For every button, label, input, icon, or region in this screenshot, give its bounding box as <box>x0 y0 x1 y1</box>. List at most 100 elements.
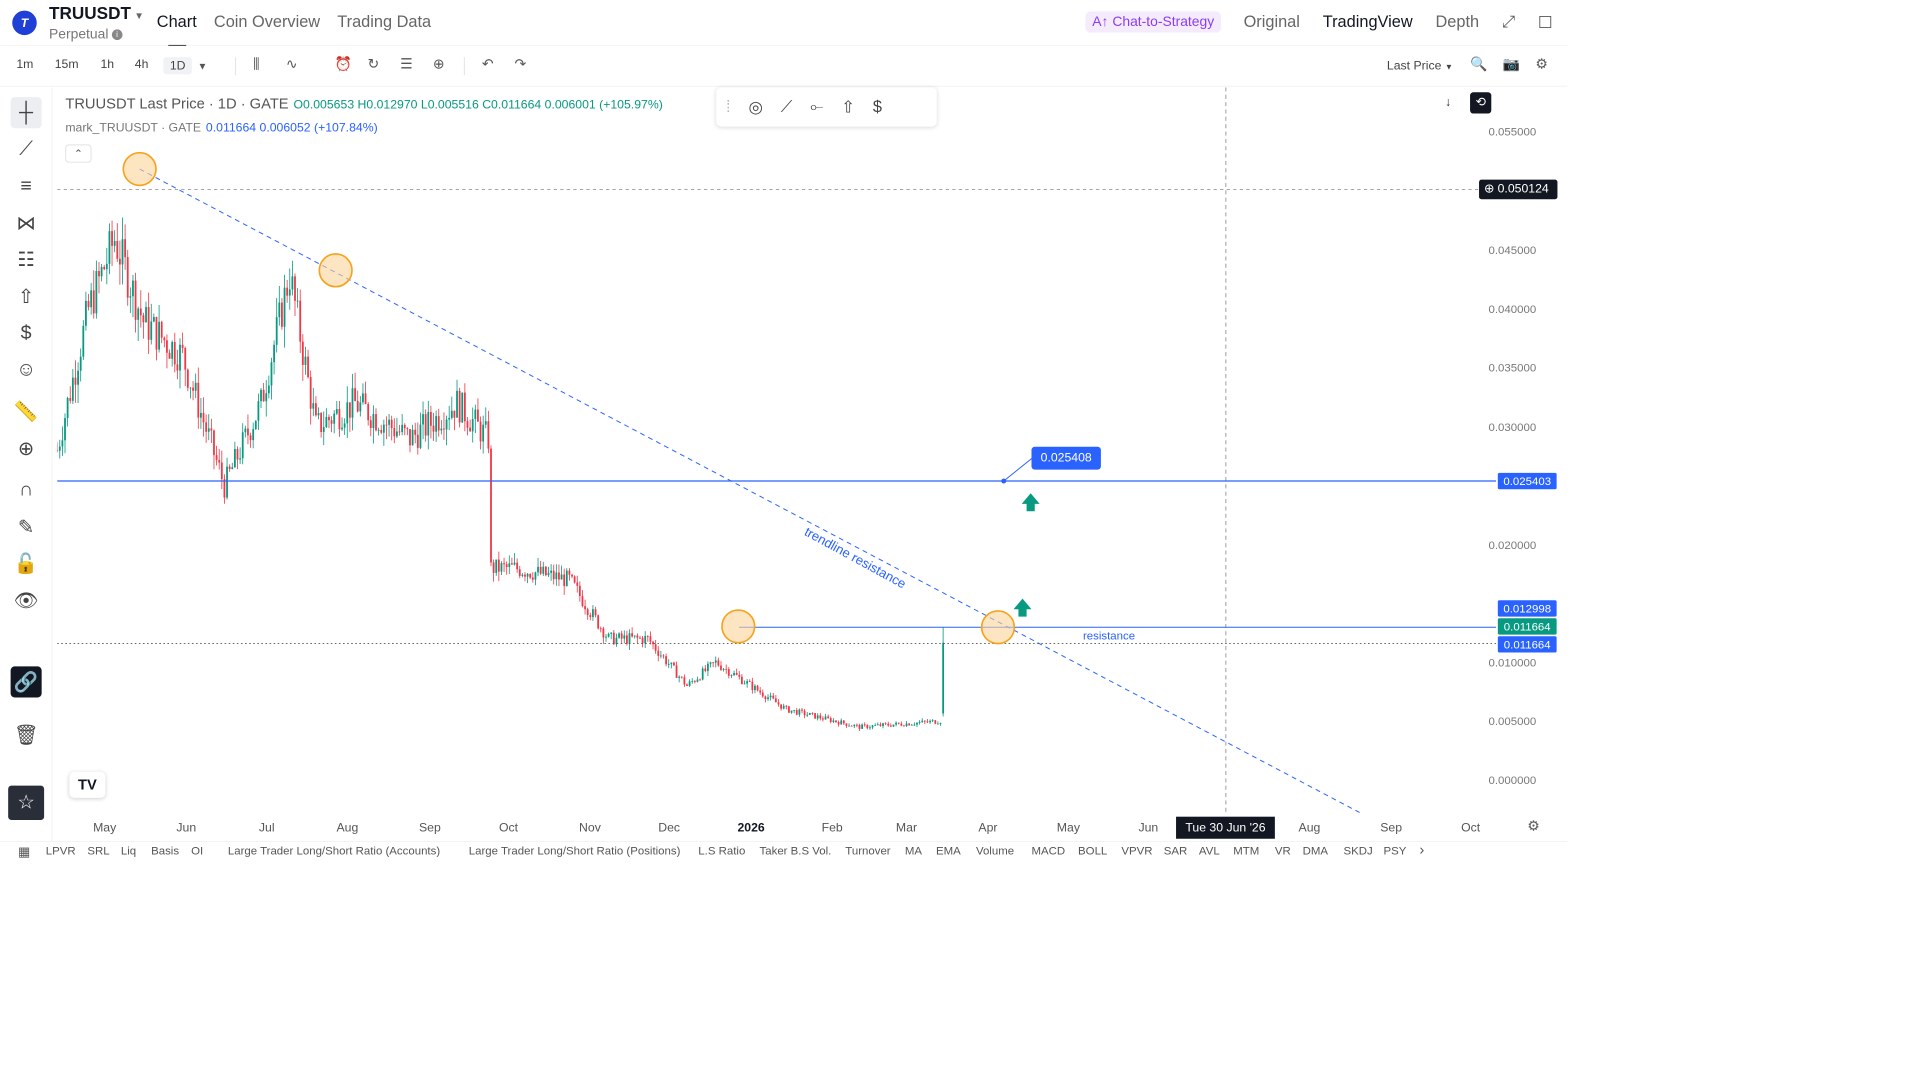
resistance-label[interactable]: resistance <box>1082 628 1136 642</box>
chevron-right-icon[interactable]: › <box>1419 841 1425 858</box>
indicator-macd[interactable]: MACD <box>1031 843 1066 857</box>
indicator-large-trader-long-short-ratio-positions-[interactable]: Large Trader Long/Short Ratio (Positions… <box>468 843 681 857</box>
expand-icon[interactable]: ⤢ <box>1501 12 1516 31</box>
record-icon[interactable]: ◎ <box>748 98 763 117</box>
arrow-up-marker[interactable] <box>1021 493 1040 512</box>
view-original[interactable]: Original <box>1243 12 1300 31</box>
crosshair-icon[interactable]: ┼ <box>10 97 42 129</box>
replay-icon[interactable]: ↻ <box>367 56 380 72</box>
arrow-up-tool-icon[interactable]: ⇧ <box>17 285 35 308</box>
drawing-lock-icon[interactable]: ✎ <box>17 515 35 538</box>
arrow-up-icon[interactable]: ⇧ <box>841 98 855 117</box>
arrow-up-marker[interactable] <box>1013 598 1032 617</box>
chat-to-strategy-button[interactable]: A↑ Chat-to-Strategy <box>1085 11 1221 33</box>
price-callout[interactable]: 0.025408 <box>1031 446 1101 470</box>
plus-circle-icon[interactable]: ⊕ <box>1483 182 1498 197</box>
candle-body <box>354 388 356 401</box>
symbol-selector[interactable]: TRUUSDT ▼ <box>49 4 144 24</box>
indicator-lpvr[interactable]: LPVR <box>45 843 76 857</box>
indicator-skdj[interactable]: SKDJ <box>1343 843 1373 857</box>
info-icon[interactable]: i <box>111 29 123 41</box>
timeframe-1m[interactable]: 1m <box>16 57 34 72</box>
undo-icon[interactable]: ↶ <box>481 56 494 72</box>
time-axis-label: Mar <box>895 820 918 835</box>
timeframe-15m[interactable]: 15m <box>54 57 79 72</box>
candle-body <box>176 364 179 371</box>
price-label-tool-icon[interactable]: $ <box>20 321 32 344</box>
candle-type-icon[interactable]: ⫼ <box>253 56 260 72</box>
timeframe-4h[interactable]: 4h <box>134 57 149 72</box>
indicator-volume[interactable]: Volume <box>975 843 1015 857</box>
indicator-vr[interactable]: VR <box>1274 843 1291 857</box>
indicators-icon[interactable]: ∿ <box>285 56 298 72</box>
price-source-select[interactable]: Last Price ▼ <box>1387 59 1453 73</box>
ruler-icon[interactable]: 📏 <box>13 400 39 423</box>
indicator-large-trader-long-short-ratio-accounts-[interactable]: Large Trader Long/Short Ratio (Accounts) <box>227 843 441 857</box>
indicator-psy[interactable]: PSY <box>1383 843 1407 857</box>
calendar-icon[interactable]: ▦ <box>17 845 31 860</box>
indicator-boll[interactable]: BOLL <box>1078 843 1108 857</box>
camera-icon[interactable]: 📷 <box>1502 56 1521 72</box>
emoji-tool-icon[interactable]: ☺ <box>16 358 37 381</box>
candle-body <box>362 393 364 403</box>
timeframe-1h[interactable]: 1h <box>100 57 115 72</box>
indicator-srl[interactable]: SRL <box>87 843 110 857</box>
timeframe-1d[interactable]: 1D <box>163 57 193 75</box>
indicator-sar[interactable]: SAR <box>1163 843 1188 857</box>
candle-body <box>612 632 615 645</box>
eye-icon[interactable]: 👁 <box>13 589 39 612</box>
indicator-oi[interactable]: OI <box>191 843 204 857</box>
indicator-mtm[interactable]: MTM <box>1233 843 1260 857</box>
template-icon[interactable]: ☰ <box>400 56 413 72</box>
view-depth[interactable]: Depth <box>1435 12 1480 31</box>
candle-body <box>500 563 503 572</box>
arrow-down-icon[interactable]: ↓ <box>1444 95 1452 110</box>
indicator-vpvr[interactable]: VPVR <box>1121 843 1153 857</box>
redo-icon[interactable]: ↷ <box>514 56 527 72</box>
favorite-star-icon[interactable]: ☆ <box>8 785 45 820</box>
indicator-avl[interactable]: AVL <box>1198 843 1220 857</box>
candle-body <box>733 672 735 676</box>
callout-anchor[interactable] <box>1001 478 1007 484</box>
indicator-basis[interactable]: Basis <box>151 843 180 857</box>
zoom-in-icon[interactable]: ⊕ <box>17 437 35 460</box>
sync-icon[interactable]: ⟲ <box>1470 92 1492 114</box>
add-icon[interactable]: ⊕ <box>432 56 445 72</box>
lock-icon[interactable]: 🔓 <box>13 552 39 575</box>
timeframe-dropdown-icon[interactable]: ▼ <box>197 60 208 72</box>
alert-icon[interactable]: ⏰ <box>334 56 353 72</box>
magnet-icon[interactable]: ∩ <box>19 478 34 501</box>
horizontal-ray-icon[interactable]: ⟜ <box>810 97 824 116</box>
indicator-liq[interactable]: Liq <box>120 843 137 857</box>
axis-settings-icon[interactable]: ⚙ <box>1527 818 1540 834</box>
price-chart[interactable] <box>57 87 1497 813</box>
gear-icon[interactable]: ⚙ <box>1535 56 1548 72</box>
indicator-taker-b-s-vol-[interactable]: Taker B.S Vol. <box>759 843 832 857</box>
indicator-dma[interactable]: DMA <box>1302 843 1329 857</box>
window-icon[interactable]: ☐ <box>1537 13 1553 32</box>
collapse-legend-button[interactable]: ⌃ <box>65 144 92 163</box>
candle-body <box>772 695 775 699</box>
link-icon[interactable]: 🔗 <box>10 666 42 698</box>
candle-body <box>375 414 377 431</box>
trash-icon[interactable]: 🗑 <box>13 724 39 747</box>
horizontal-lines-tool-icon[interactable]: ≡ <box>20 174 32 197</box>
candle-body <box>816 715 819 719</box>
indicator-ema[interactable]: EMA <box>935 843 961 857</box>
price-label-icon[interactable]: $ <box>872 97 882 116</box>
search-icon[interactable]: 🔍 <box>1470 56 1488 72</box>
pattern-tool-icon[interactable]: ⋈ <box>16 211 36 234</box>
view-tradingview[interactable]: TradingView <box>1322 12 1413 31</box>
trendline-icon[interactable]: ⟋ <box>780 97 793 116</box>
drag-handle-icon[interactable]: ⁞ <box>726 97 731 116</box>
tab-coin-overview[interactable]: Coin Overview <box>213 13 321 32</box>
tab-chart[interactable]: Chart <box>157 13 197 48</box>
indicator-turnover[interactable]: Turnover <box>845 843 891 857</box>
tab-trading-data[interactable]: Trading Data <box>337 13 432 32</box>
candle-body <box>369 420 372 429</box>
indicator-l-s-ratio[interactable]: L.S Ratio <box>698 843 746 857</box>
indicator-ma[interactable]: MA <box>904 843 923 857</box>
candle-body <box>61 440 64 447</box>
fib-tool-icon[interactable]: ☷ <box>17 248 35 271</box>
trendline-tool-icon[interactable]: ⟋ <box>19 138 33 161</box>
